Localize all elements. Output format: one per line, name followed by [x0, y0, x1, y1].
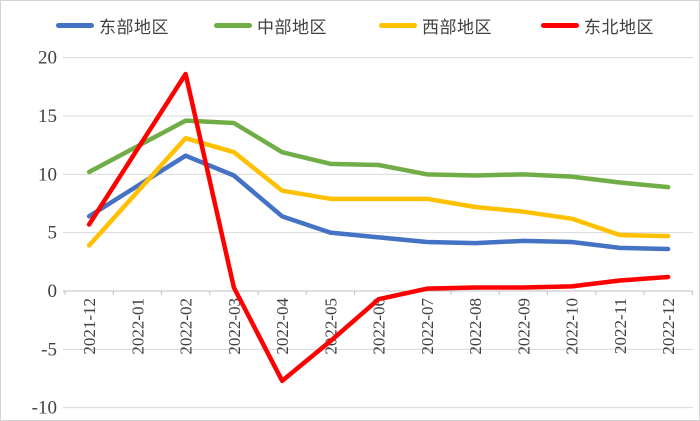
series-line-3-东北地区 — [86, 71, 671, 384]
x-axis-label-2022-05: 2022-05 — [321, 298, 340, 355]
series-line-2-西部地区 — [86, 135, 671, 248]
x-axis-label-2022-11: 2022-11 — [611, 298, 630, 354]
x-axis-label-2022-10: 2022-10 — [563, 298, 582, 355]
x-axis-label-2022-03: 2022-03 — [225, 298, 244, 355]
y-axis-label-5: 5 — [48, 223, 58, 244]
x-axis-label-2022-12: 2022-12 — [659, 298, 678, 355]
legend-label-west: 西部地区 — [422, 17, 492, 37]
y-axis-label-0: 0 — [48, 281, 58, 302]
x-axis-label-2022-09: 2022-09 — [514, 298, 533, 355]
series-line-1-中部地区 — [86, 118, 671, 190]
x-axis-label-2022-08: 2022-08 — [466, 298, 485, 355]
x-axis-label-2022-01: 2022-01 — [128, 298, 147, 355]
x-axis-label-2021-12: 2021-12 — [80, 298, 99, 355]
series-line-0-东部地区 — [86, 153, 671, 252]
x-axis-label-2022-04: 2022-04 — [273, 298, 292, 355]
legend-line-swatch-east — [56, 22, 94, 28]
legend-label-east: 东部地区 — [99, 17, 169, 37]
legend-line-swatch-northeast — [541, 22, 579, 28]
y-axis-label-15: 15 — [38, 106, 57, 127]
chart-legend: 东部地区 中部地区 西部地区 东北地区 — [1, 1, 699, 41]
x-axis-label-2022-06: 2022-06 — [370, 298, 389, 355]
y-axis-label--5: -5 — [41, 339, 57, 360]
legend-item-west: 西部地区 — [379, 15, 492, 37]
legend-label-central: 中部地区 — [257, 17, 327, 37]
legend-label-northeast: 东北地区 — [584, 17, 654, 37]
y-axis-label-10: 10 — [38, 164, 57, 185]
x-axis-label-2022-02: 2022-02 — [177, 298, 196, 355]
legend-line-swatch-west — [379, 22, 417, 28]
y-axis-label-20: 20 — [38, 48, 57, 69]
legend-line-swatch-central — [214, 22, 252, 28]
legend-item-northeast: 东北地区 — [541, 15, 654, 37]
y-axis-label--10: -10 — [32, 398, 57, 419]
legend-item-east: 东部地区 — [56, 15, 169, 37]
legend-item-central: 中部地区 — [214, 15, 327, 37]
x-axis-label-2022-07: 2022-07 — [418, 298, 437, 355]
